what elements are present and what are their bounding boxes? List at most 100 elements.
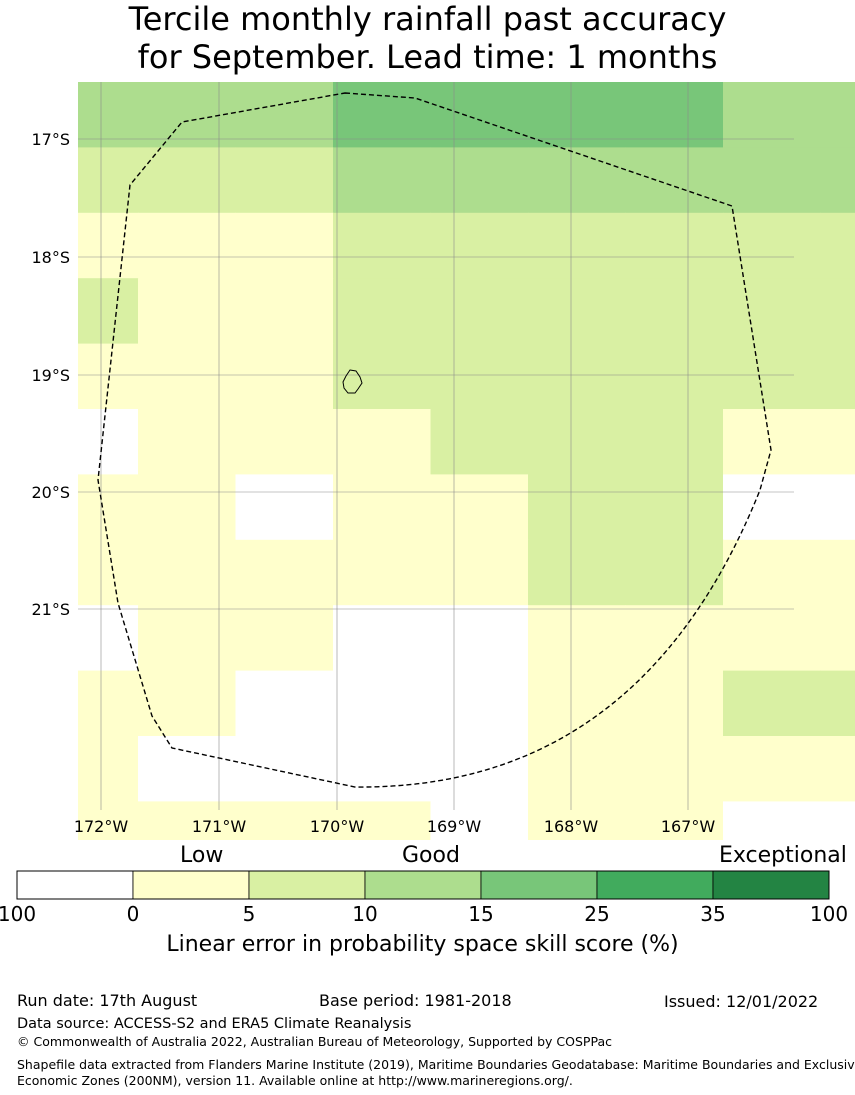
colorbar-swatch	[480, 870, 598, 900]
grid-cell	[78, 212, 139, 279]
grid-cell	[820, 670, 855, 737]
island-outline	[342, 369, 363, 394]
latitude-labels: 17°S 18°S 19°S 20°S 21°S	[31, 130, 70, 619]
colorbar-tick-label: 35	[700, 902, 726, 926]
grid-cell	[333, 474, 431, 541]
grid-cell	[138, 605, 236, 672]
grid-cell	[625, 278, 724, 345]
grid-cell	[333, 409, 431, 475]
grid-cell	[625, 82, 724, 148]
grid-cell	[138, 212, 236, 279]
grid-cell	[235, 539, 334, 606]
grid-cell	[78, 670, 139, 737]
longitude-labels: 172°W 171°W 170°W 169°W 168°W 167°W	[74, 817, 716, 836]
grid-cell	[820, 278, 855, 345]
grid-cell	[138, 82, 236, 148]
map-title: Tercile monthly rainfall past accuracy f…	[0, 0, 855, 76]
colorbar-tick-label: 0	[126, 902, 140, 926]
grid-cell	[625, 474, 724, 541]
grid-cell	[333, 147, 431, 214]
grid-cell	[333, 605, 431, 672]
longitude-label: 170°W	[310, 817, 365, 836]
colorbar-tick-label: 100	[0, 902, 37, 926]
grid-cell	[78, 82, 139, 148]
grid-cell	[235, 278, 334, 345]
grid-cell	[625, 147, 724, 214]
latitude-label: 21°S	[31, 600, 70, 619]
shapefile-credit-line-1: Shapefile data extracted from Flanders M…	[17, 1057, 855, 1072]
grid-cell	[138, 736, 236, 802]
grid-cell	[528, 343, 626, 410]
shapefile-credit-line-2: Economic Zones (200NM), version 11. Avai…	[17, 1073, 573, 1088]
grid-cell	[235, 474, 334, 541]
grid-cell	[333, 82, 431, 148]
grid-cell	[820, 82, 855, 148]
grid-cell	[235, 147, 334, 214]
grid-cell	[820, 801, 855, 840]
grid-cell	[235, 605, 334, 672]
latitude-label: 17°S	[31, 130, 70, 149]
grid-cell	[235, 343, 334, 410]
grid-cell	[235, 736, 334, 802]
grid-cell	[820, 539, 855, 606]
grid-cell	[430, 343, 529, 410]
grid-cell	[820, 147, 855, 214]
grid-cell	[430, 474, 529, 541]
grid-cell	[78, 736, 139, 802]
grid-cell	[430, 147, 529, 214]
grid-cell	[723, 147, 821, 214]
grid-cell	[138, 539, 236, 606]
colorbar-swatch	[16, 870, 134, 900]
eez-boundary	[97, 92, 772, 788]
grid-cell	[723, 82, 821, 148]
grid-cell	[138, 343, 236, 410]
grid-cell	[333, 343, 431, 410]
grid-cell	[138, 801, 236, 840]
grid-cell	[820, 474, 855, 541]
grid-cell	[723, 278, 821, 345]
title-line-2: for September. Lead time: 1 months	[137, 38, 718, 76]
grid-cell	[625, 605, 724, 672]
colorbar-label: Linear error in probability space skill …	[166, 932, 679, 957]
grid-cell	[820, 409, 855, 475]
grid-cell	[528, 736, 626, 802]
longitude-label: 167°W	[661, 817, 716, 836]
grid-cell	[528, 605, 626, 672]
grid-cell	[235, 670, 334, 737]
grid-cell	[625, 539, 724, 606]
grid-cell	[78, 343, 139, 410]
grid-cell	[430, 212, 529, 279]
colorbar-tick-label: 10	[352, 902, 378, 926]
grid-cell	[78, 539, 139, 606]
grid-cell	[138, 147, 236, 214]
title-line-1: Tercile monthly rainfall past accuracy	[128, 0, 727, 38]
grid-cell	[333, 670, 431, 737]
grid-cell	[430, 539, 529, 606]
grid-cell	[78, 147, 139, 214]
grid-cell	[333, 539, 431, 606]
grid-cell	[625, 670, 724, 737]
longitude-label: 168°W	[544, 817, 599, 836]
grid-cell	[528, 801, 626, 840]
skill-score-map: 17°S 18°S 19°S 20°S 21°S 172°W 171°W 170°W 169°…	[31, 82, 855, 840]
grid-cell	[723, 539, 821, 606]
run-date: Run date: 17th August	[17, 991, 198, 1010]
longitude-label: 171°W	[192, 817, 247, 836]
colorbar-swatch	[596, 870, 714, 900]
grid-cell	[625, 736, 724, 802]
graticule	[78, 82, 794, 810]
grid-cell	[430, 82, 529, 148]
grid-cell	[333, 736, 431, 802]
grid-cell	[723, 343, 821, 410]
grid-cell	[78, 605, 139, 672]
issued-date: Issued: 12/01/2022	[664, 992, 819, 1011]
grid-cell	[820, 212, 855, 279]
legend-category-exceptional: Exceptional	[719, 843, 847, 868]
grid-cell	[528, 278, 626, 345]
colorbar-swatch	[132, 870, 250, 900]
grid-cell	[723, 212, 821, 279]
grid-cell	[528, 670, 626, 737]
grid-cell	[820, 605, 855, 672]
grid-cell	[333, 278, 431, 345]
grid-cell	[235, 212, 334, 279]
